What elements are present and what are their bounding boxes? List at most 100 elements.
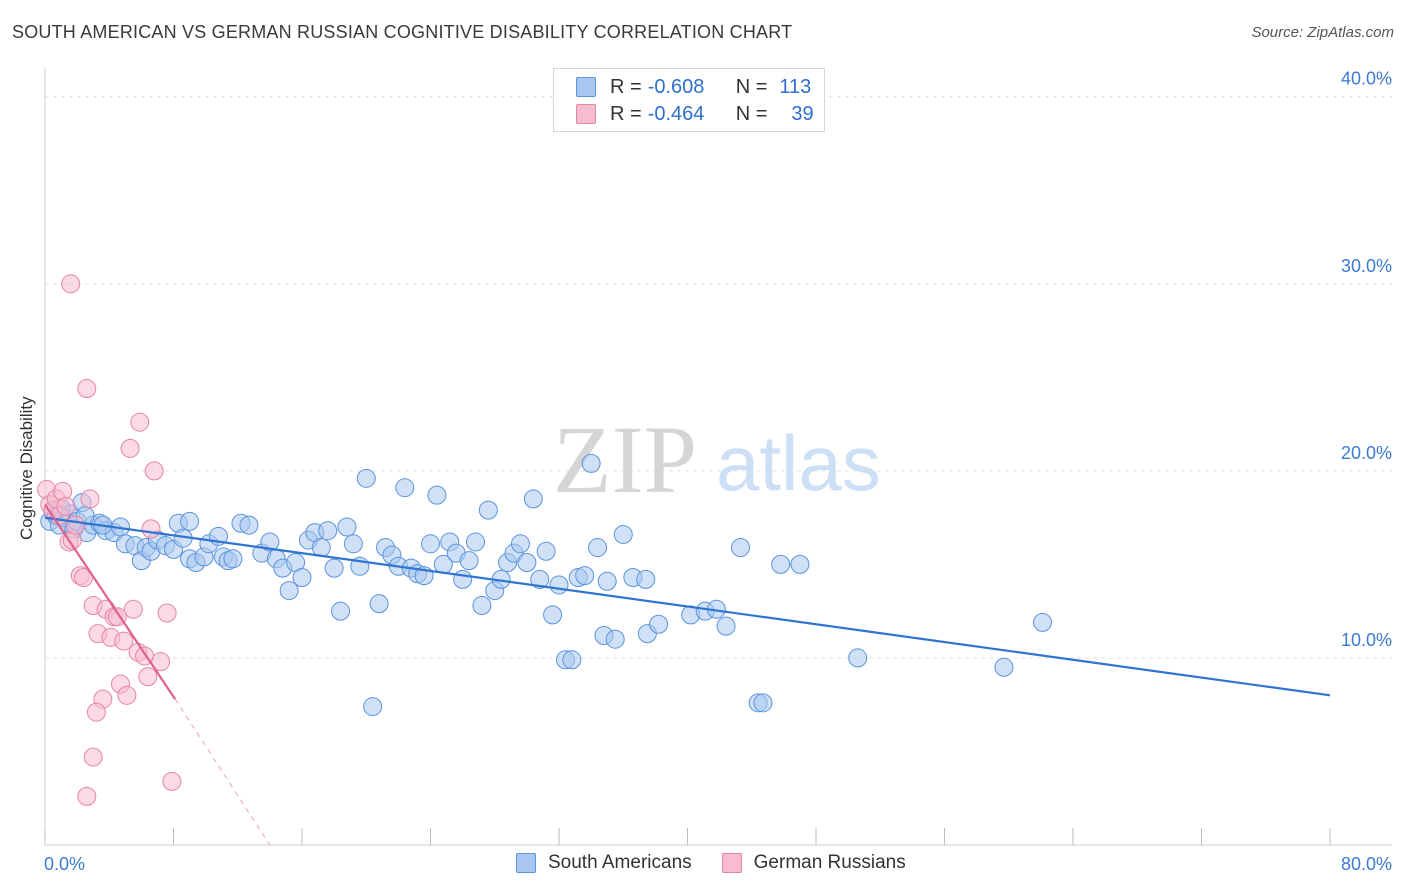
data-point <box>162 771 182 791</box>
data-point <box>260 532 280 552</box>
n-label: N = <box>735 102 768 125</box>
x-tick-label-max: 80.0% <box>1341 854 1392 874</box>
y-tick-label: 20.0% <box>1341 443 1392 463</box>
legend-item-south-americans[interactable]: South Americans <box>516 852 692 874</box>
source-label: Source: ZipAtlas.com <box>1251 24 1394 41</box>
data-point <box>523 489 543 509</box>
data-point <box>581 453 601 473</box>
data-point <box>649 614 669 634</box>
n-value: 113 <box>779 75 812 98</box>
data-point <box>605 629 625 649</box>
watermark-zip: ZIP <box>553 406 697 513</box>
data-point <box>80 489 100 509</box>
data-point <box>83 747 103 767</box>
data-point <box>848 648 868 668</box>
data-point <box>279 581 299 601</box>
data-point <box>318 521 338 541</box>
pink-swatch <box>721 853 742 873</box>
data-point <box>77 786 97 806</box>
data-point <box>66 515 86 535</box>
data-point <box>130 412 150 432</box>
data-point <box>56 496 76 516</box>
data-point <box>716 616 736 636</box>
data-point <box>478 500 498 520</box>
data-point <box>61 274 81 294</box>
stats-row-south-americans: R = -0.608 N = 113 <box>576 75 811 99</box>
data-point <box>530 569 550 589</box>
data-point <box>324 558 344 578</box>
data-point <box>120 438 140 458</box>
series-legend: South Americans German Russians <box>516 852 936 874</box>
data-point <box>753 693 773 713</box>
zipatlas-watermark: ZIP atlas <box>553 406 881 513</box>
trend-line-german-russians-extension <box>174 698 271 846</box>
n-label: N = <box>735 75 768 98</box>
r-label: R = <box>610 102 642 125</box>
data-point <box>790 554 810 574</box>
data-point <box>562 650 582 670</box>
data-point <box>1032 612 1052 632</box>
data-point <box>369 594 389 614</box>
data-point <box>510 534 530 554</box>
trend-line-south-americans <box>44 516 1331 697</box>
data-point <box>517 553 537 573</box>
data-point <box>343 534 363 554</box>
watermark-atlas: atlas <box>716 419 881 507</box>
data-point <box>363 697 383 717</box>
data-point <box>472 596 492 616</box>
data-point <box>421 534 440 554</box>
data-point <box>117 685 137 705</box>
data-point <box>613 524 633 544</box>
data-point <box>427 485 447 505</box>
data-point <box>453 569 473 589</box>
legend-item-german-russians[interactable]: German Russians <box>721 852 906 874</box>
data-point <box>459 551 479 571</box>
trend-line-german-russians <box>44 503 177 700</box>
r-value: -0.464 <box>647 102 705 125</box>
data-point <box>771 554 791 574</box>
data-point <box>465 532 485 552</box>
data-point <box>731 538 751 558</box>
data-point <box>157 603 177 623</box>
gridlines <box>45 96 1392 659</box>
series-south-americans <box>40 453 1052 717</box>
data-point <box>114 631 134 651</box>
x-axis-ticks <box>44 828 1331 845</box>
data-point <box>331 601 351 621</box>
stats-row-german-russians: R = -0.464 N = 39 <box>576 102 814 126</box>
blue-swatch <box>516 853 536 873</box>
y-tick-label: 30.0% <box>1341 256 1392 276</box>
legend-label: South Americans <box>548 852 692 873</box>
data-point <box>588 538 608 558</box>
data-point <box>549 575 569 595</box>
blue-swatch <box>576 77 596 97</box>
x-tick-label-min: 0.0% <box>44 854 85 874</box>
data-point <box>144 461 164 481</box>
data-point <box>223 549 243 569</box>
data-point <box>292 567 312 587</box>
data-point <box>123 599 143 619</box>
data-point <box>239 515 259 535</box>
data-point <box>994 657 1014 677</box>
data-point <box>636 569 656 589</box>
data-point <box>141 519 161 539</box>
y-axis-tick-labels: 10.0% 20.0% 30.0% 40.0% <box>1341 69 1392 650</box>
series-german-russians <box>37 274 182 806</box>
legend-label: German Russians <box>753 852 906 873</box>
pink-swatch <box>576 104 596 124</box>
data-point <box>575 566 595 586</box>
r-value: -0.608 <box>647 75 705 98</box>
data-point <box>86 702 106 722</box>
data-point <box>356 468 376 488</box>
trend-lines <box>44 503 1331 846</box>
y-tick-label: 40.0% <box>1341 69 1392 89</box>
data-point <box>543 605 563 625</box>
data-point <box>536 541 556 561</box>
y-tick-label: 10.0% <box>1341 630 1392 650</box>
data-point <box>138 667 158 687</box>
data-point <box>337 517 357 537</box>
data-point <box>180 511 200 531</box>
chart-title: SOUTH AMERICAN VS GERMAN RUSSIAN COGNITI… <box>12 22 793 42</box>
n-value: 39 <box>791 102 814 125</box>
